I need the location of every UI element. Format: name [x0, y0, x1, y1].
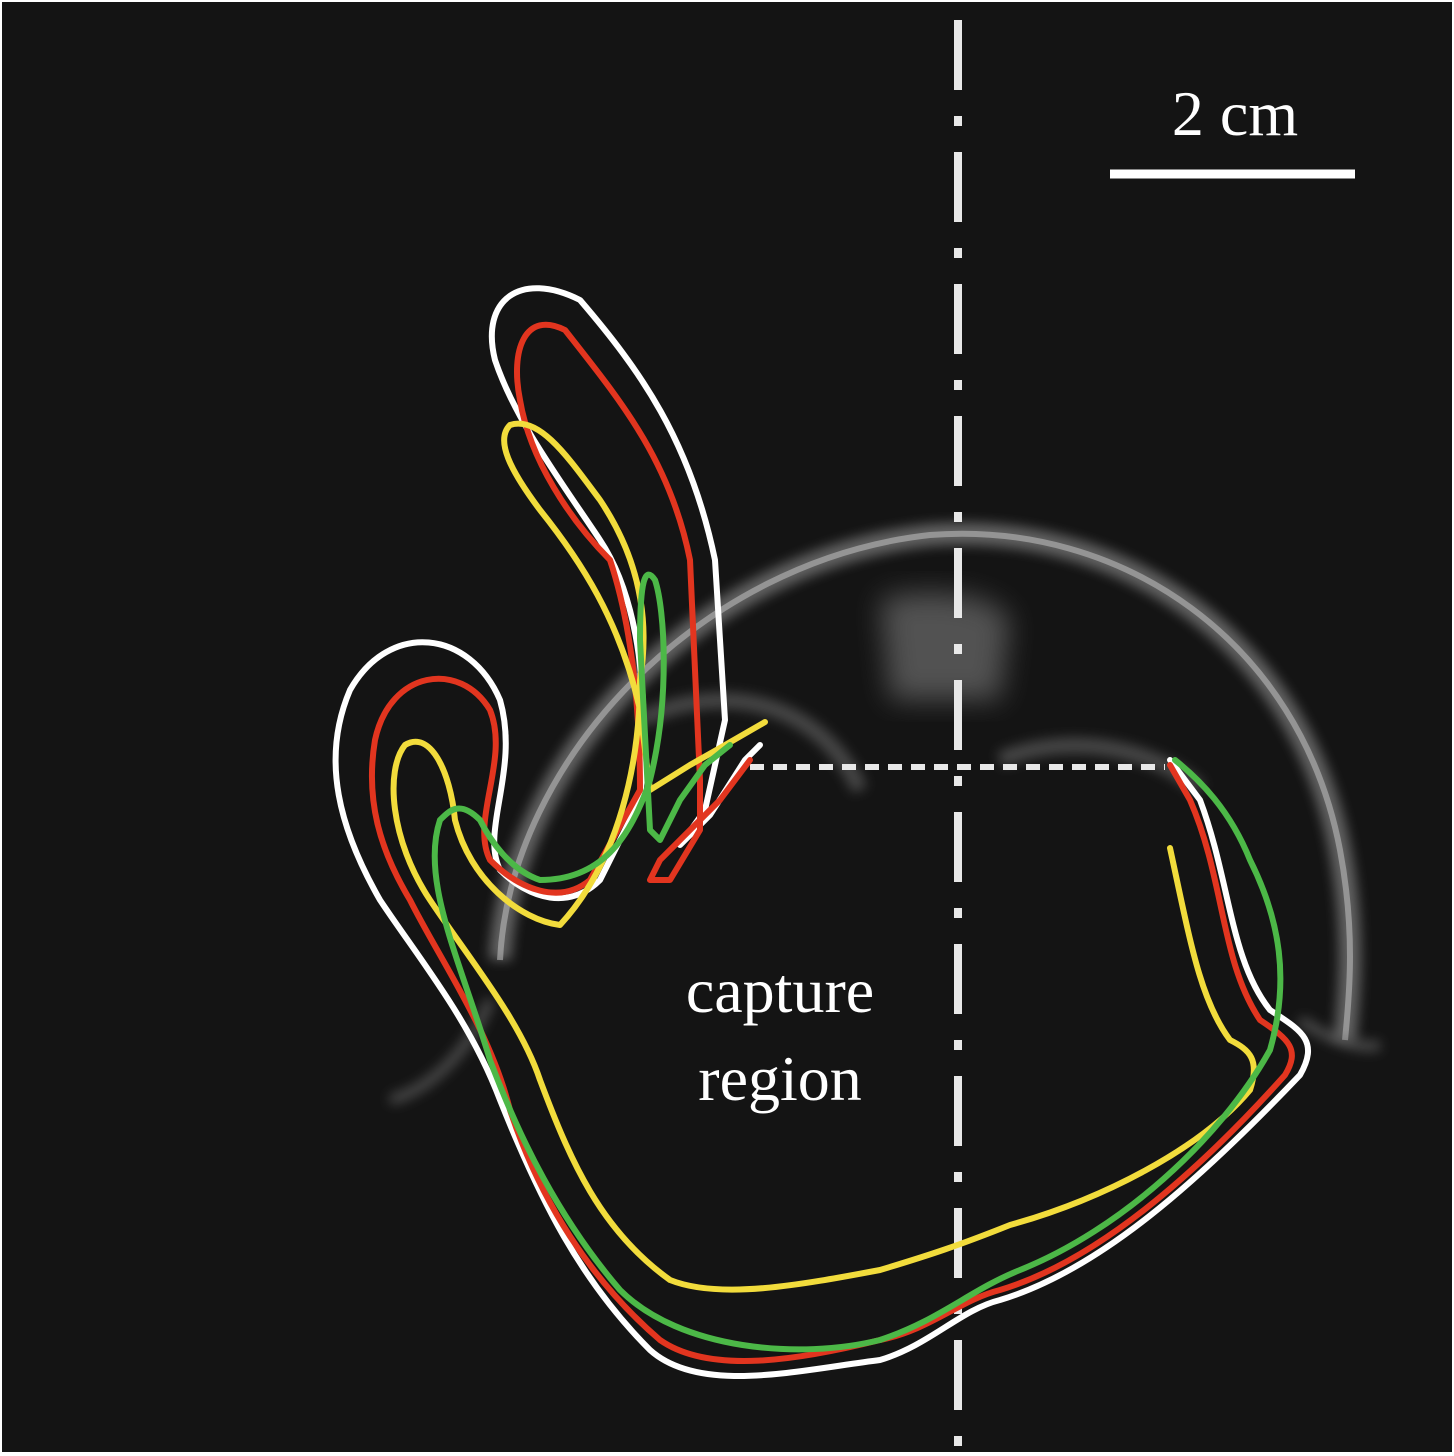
- outline-green: [431, 571, 1284, 1353]
- scale-bar-label: 2 cm: [1172, 78, 1298, 149]
- outline-yellow: [390, 420, 1257, 1293]
- outline-white: [332, 285, 1312, 1379]
- capture-region-label-line1: capture: [686, 955, 874, 1026]
- capture-region-label-line2: region: [698, 1043, 862, 1114]
- outline-red: [368, 321, 1295, 1364]
